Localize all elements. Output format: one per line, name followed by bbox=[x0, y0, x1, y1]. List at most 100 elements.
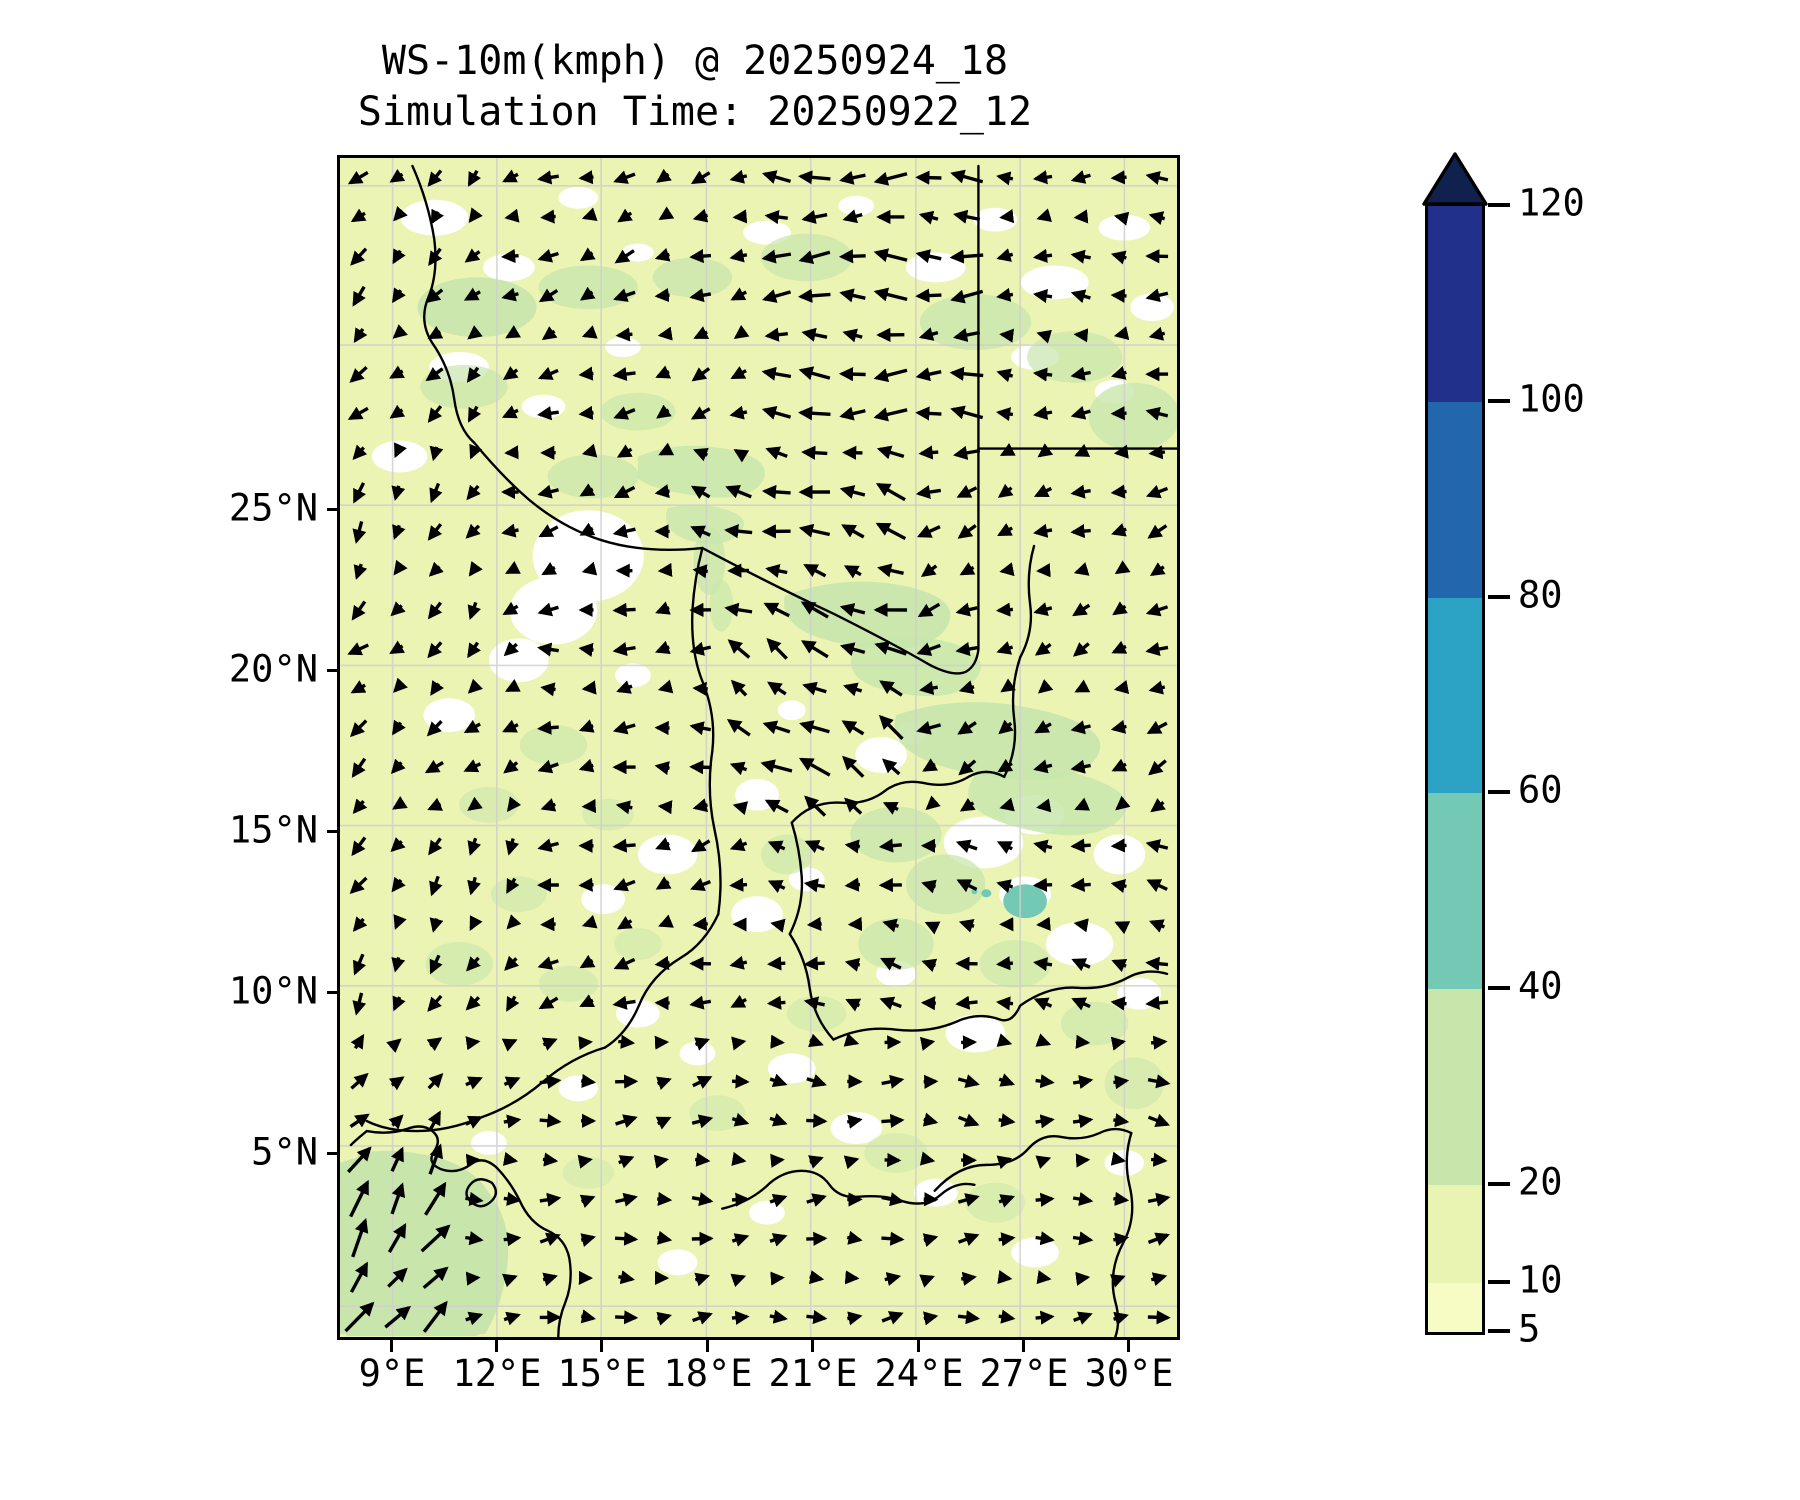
chart-title-block: WS-10m(kmph) @ 20250924_18 Simulation Ti… bbox=[0, 36, 1390, 138]
wind-arrow bbox=[880, 957, 902, 971]
wind-arrow bbox=[1070, 170, 1091, 184]
wind-arrow bbox=[392, 796, 408, 810]
wind-arrow bbox=[761, 484, 791, 500]
wind-arrow bbox=[801, 210, 828, 224]
wind-arrow bbox=[1110, 288, 1127, 303]
wind-arrow bbox=[839, 485, 866, 499]
wind-arrow bbox=[761, 170, 792, 184]
wind-arrow bbox=[767, 880, 786, 893]
wind-arrow bbox=[955, 641, 978, 657]
wind-arrow bbox=[730, 679, 748, 697]
wind-arrow bbox=[729, 761, 748, 776]
ytick-label-15N: 15°N bbox=[228, 808, 318, 852]
wind-arrow bbox=[537, 366, 559, 380]
wind-arrow bbox=[618, 1155, 635, 1169]
colorbar-band-5-10 bbox=[1428, 1282, 1482, 1332]
wind-arrow bbox=[808, 1155, 824, 1169]
wind-arrow bbox=[612, 995, 636, 1010]
wind-arrow bbox=[1113, 211, 1130, 226]
wind-arrow bbox=[388, 1076, 405, 1091]
wind-arrow bbox=[425, 288, 444, 303]
wind-arrow bbox=[690, 485, 711, 500]
wind-arrow bbox=[1145, 288, 1169, 303]
wind-arrow bbox=[391, 485, 406, 501]
colorbar[interactable] bbox=[1425, 203, 1485, 1335]
wind-arrow bbox=[918, 445, 939, 460]
wind-arrow bbox=[352, 444, 368, 460]
wind-arrow bbox=[692, 798, 709, 813]
wind-arrow bbox=[844, 839, 861, 854]
wind-arrow bbox=[1110, 1036, 1127, 1051]
wind-arrow bbox=[998, 1073, 1016, 1087]
wind-arrow bbox=[612, 524, 636, 539]
wind-arrow bbox=[505, 838, 520, 856]
wind-arrow bbox=[352, 285, 366, 307]
wind-arrow bbox=[876, 445, 905, 460]
wind-arrow bbox=[655, 365, 672, 379]
wind-arrow bbox=[847, 1311, 863, 1326]
wind-arrow bbox=[347, 642, 369, 656]
wind-arrow bbox=[502, 366, 519, 381]
wind-arrow bbox=[694, 1272, 711, 1287]
wind-arrow bbox=[689, 721, 712, 736]
wind-arrow bbox=[690, 838, 711, 853]
page-title: WS-10m(kmph) @ 20250924_18 bbox=[381, 38, 1009, 84]
wind-arrow bbox=[874, 641, 907, 656]
wind-arrow bbox=[1072, 602, 1091, 617]
wind-arrow bbox=[537, 838, 559, 853]
wind-arrow bbox=[428, 837, 443, 856]
wind-arrow bbox=[579, 247, 596, 262]
wind-arrow bbox=[465, 1191, 484, 1206]
wind-arrow bbox=[538, 288, 559, 303]
wind-arrow bbox=[1113, 326, 1130, 341]
wind-arrow bbox=[426, 720, 443, 737]
wind-arrow bbox=[1036, 208, 1053, 222]
wind-arrow bbox=[915, 406, 942, 421]
wind-arrow bbox=[465, 995, 481, 1011]
wind-arrow bbox=[1070, 484, 1091, 499]
wind-arrow bbox=[689, 995, 712, 1010]
wind-arrow bbox=[1110, 719, 1127, 734]
wind-arrow bbox=[919, 1151, 936, 1166]
wind-arrow bbox=[922, 1233, 939, 1247]
wind-arrow bbox=[694, 1037, 710, 1051]
wind-arrow bbox=[389, 404, 406, 419]
wind-arrow bbox=[731, 1151, 747, 1166]
wind-arrow bbox=[1147, 1232, 1170, 1246]
wind-arrow bbox=[1110, 838, 1127, 853]
wind-arrow bbox=[539, 1232, 561, 1247]
wind-arrow bbox=[1035, 1231, 1055, 1246]
wind-arrow bbox=[612, 720, 636, 735]
wind-arrow bbox=[689, 249, 712, 264]
colorbar-band-20-40 bbox=[1428, 989, 1482, 1186]
wind-arrow bbox=[843, 1155, 860, 1170]
wind-arrow bbox=[1035, 1114, 1055, 1129]
wind-arrow bbox=[725, 485, 752, 499]
wind-arrow bbox=[1036, 563, 1051, 578]
wind-arrow bbox=[1037, 443, 1054, 458]
ytick-mark bbox=[327, 1152, 339, 1155]
wind-arrow bbox=[540, 209, 556, 224]
wind-arrow bbox=[766, 995, 786, 1010]
wind-arrow bbox=[1070, 524, 1091, 539]
wind-arrow bbox=[427, 405, 443, 423]
wind-arrow bbox=[656, 1076, 672, 1090]
wind-arrow bbox=[613, 288, 636, 302]
wind-arrow bbox=[501, 248, 519, 264]
wind-arrow bbox=[761, 406, 792, 420]
wind-arrow bbox=[692, 208, 709, 223]
wind-arrow bbox=[466, 484, 481, 501]
wind-arrow bbox=[537, 484, 559, 499]
wind-arrow bbox=[761, 249, 792, 264]
wind-arrow bbox=[957, 1074, 980, 1088]
wind-arrow bbox=[873, 287, 908, 302]
wind-arrow bbox=[1035, 1033, 1052, 1047]
wind-arrow bbox=[1070, 838, 1091, 853]
wind-arrow bbox=[729, 248, 748, 263]
wind-arrow bbox=[615, 327, 633, 342]
wind-arrow bbox=[390, 1182, 406, 1215]
wind-arrow bbox=[1148, 759, 1167, 776]
wind-arrow bbox=[881, 758, 901, 776]
wind-arrow bbox=[950, 289, 984, 304]
wind-arrow bbox=[879, 996, 902, 1011]
